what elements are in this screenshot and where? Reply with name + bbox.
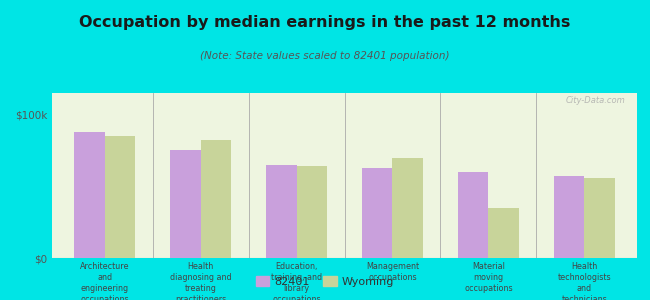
Text: Occupation by median earnings in the past 12 months: Occupation by median earnings in the pas… (79, 15, 571, 30)
Bar (201, 140, 231, 258)
Text: (Note: State values scaled to 82401 population): (Note: State values scaled to 82401 popu… (200, 51, 450, 61)
Bar (296, 166, 327, 258)
Bar (362, 168, 393, 258)
Bar (393, 158, 423, 258)
Bar (266, 165, 296, 258)
Bar (554, 176, 584, 258)
Legend: 82401, Wyoming: 82401, Wyoming (251, 272, 399, 291)
Bar (170, 150, 201, 258)
Bar (74, 132, 105, 258)
Bar (105, 136, 135, 258)
Bar (584, 178, 615, 258)
Bar (488, 208, 519, 258)
Bar (458, 172, 488, 258)
Text: City-Data.com: City-Data.com (566, 96, 625, 105)
